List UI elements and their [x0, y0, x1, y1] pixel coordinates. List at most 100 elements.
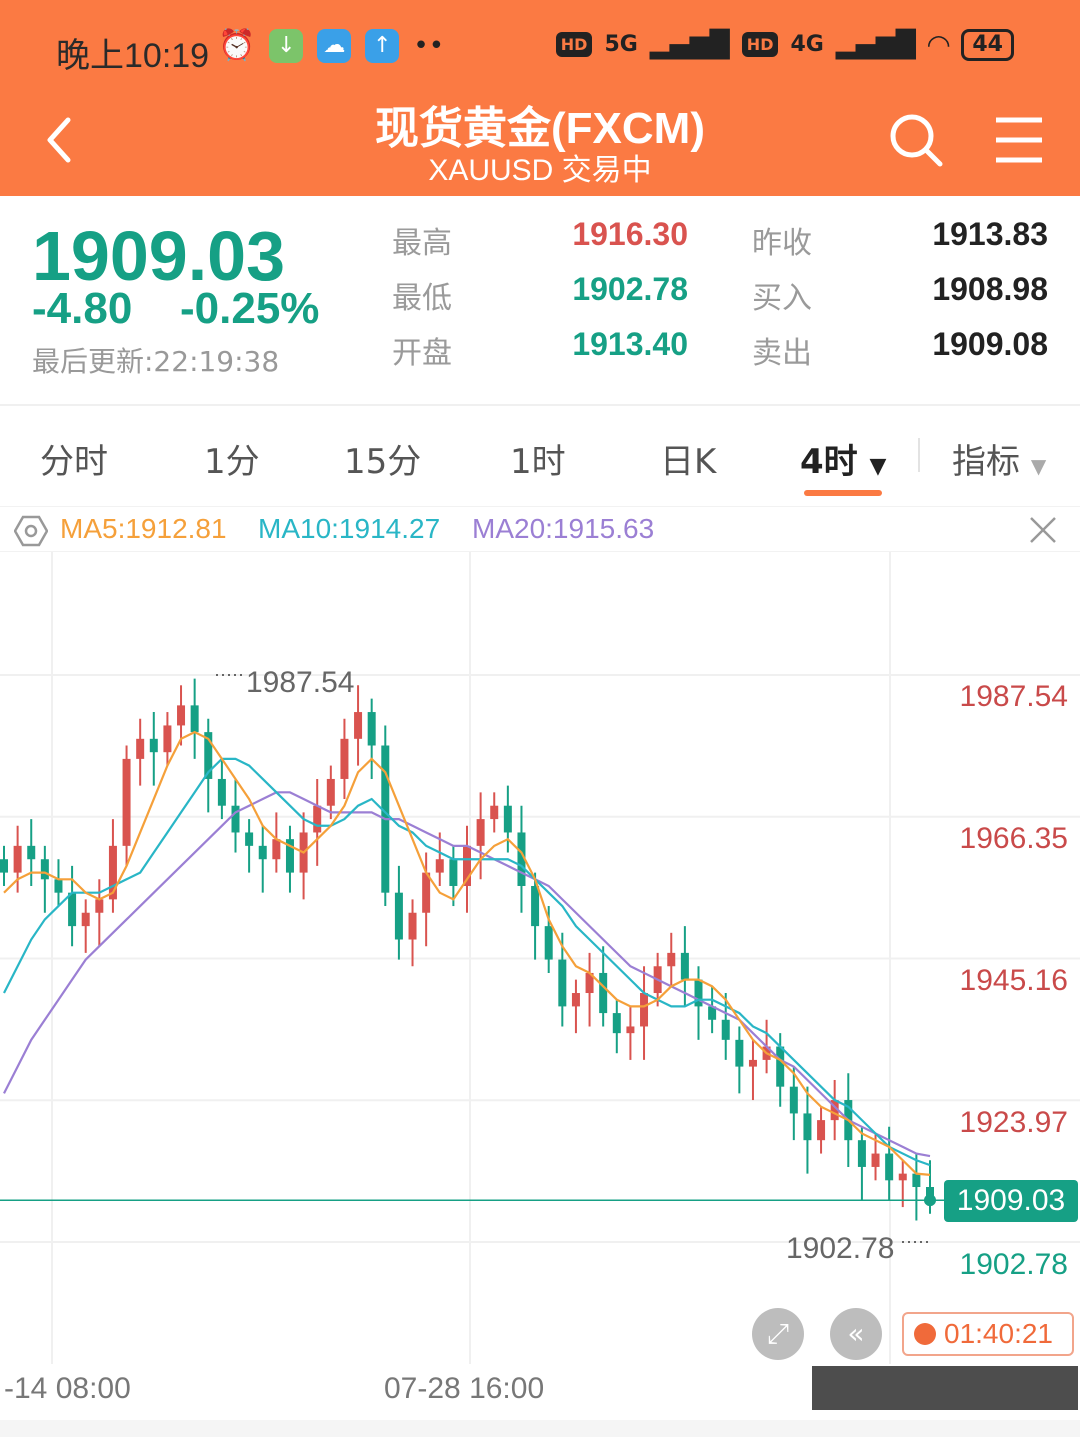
- candle-body: [340, 738, 349, 779]
- candle-body: [680, 952, 689, 980]
- candle-body: [68, 892, 77, 927]
- last-price-tag: 1909.03: [944, 1180, 1078, 1222]
- candle-body: [272, 839, 281, 860]
- quote-panel: 1909.03 -4.80 -0.25% 最后更新:22:19:38 最高 19…: [0, 196, 1080, 406]
- candle-body: [585, 972, 594, 994]
- candle-body: [204, 732, 213, 779]
- candle-body: [531, 885, 540, 927]
- status-time: 晚上10:19: [56, 37, 210, 75]
- double-chevron-left-icon: «: [847, 1317, 865, 1350]
- candle-body: [748, 1059, 757, 1067]
- clock-icon: [914, 1323, 936, 1345]
- candle-body: [258, 845, 267, 860]
- open-value: 1913.40: [572, 326, 688, 362]
- tab-timeshare[interactable]: 分时: [40, 442, 108, 482]
- candle-body: [108, 845, 117, 900]
- candle-body: [667, 952, 676, 967]
- price-change-percent: -0.25%: [180, 284, 320, 333]
- low-value: 1902.78: [572, 271, 688, 307]
- candle-body: [558, 959, 567, 1007]
- upload-icon: ↑: [365, 28, 400, 63]
- rewind-button[interactable]: «: [830, 1308, 882, 1360]
- fullscreen-button[interactable]: ⤢: [752, 1308, 804, 1360]
- candle-body: [190, 705, 199, 733]
- candle-body: [231, 805, 240, 833]
- candle-body: [422, 872, 431, 913]
- hd-icon: HD: [555, 32, 593, 57]
- candle-body: [0, 859, 8, 873]
- status-bar: 晚上10:19 ⏰ ↓ ☁ ↑ •• HD 5G ▂▄▆█ HD 4G ▂▄▆█…: [0, 0, 1080, 90]
- footer-strip: [0, 1420, 1080, 1437]
- candle-body: [776, 1046, 785, 1087]
- candle-body: [435, 859, 444, 873]
- y-tick-1: 1987.54: [959, 680, 1068, 713]
- cloud-icon: ☁: [317, 28, 352, 63]
- last-updated: 最后更新:22:19:38: [32, 345, 280, 378]
- download-icon: ↓: [269, 28, 304, 63]
- candle-body: [285, 839, 294, 873]
- candle-body: [245, 832, 254, 846]
- candle-body: [885, 1153, 894, 1181]
- close-icon[interactable]: [1028, 515, 1058, 545]
- y-tick-4: 1923.97: [959, 1106, 1068, 1139]
- candle-body: [326, 778, 335, 806]
- ma20-label: MA20:1915.63: [472, 513, 655, 544]
- ma5-line: [3, 730, 931, 1176]
- candle-body: [830, 1100, 839, 1121]
- x-tick-1: -14 08:00: [4, 1372, 131, 1405]
- candle-body: [354, 712, 363, 739]
- caret-down-icon: ▼: [1030, 454, 1047, 478]
- candle-body: [177, 705, 186, 726]
- tab-4hour[interactable]: 4时 ▼: [800, 434, 886, 483]
- candle-body: [81, 912, 90, 927]
- kline-chart[interactable]: [0, 552, 1080, 1364]
- status-icons: ⏰ ↓ ☁ ↑ ••: [218, 28, 444, 63]
- search-button[interactable]: [888, 112, 944, 168]
- settings-hexagon-icon[interactable]: [14, 515, 48, 547]
- low-label: 最低: [392, 281, 452, 316]
- tab-15min[interactable]: 15分: [344, 442, 422, 482]
- signal-icon-2: ▂▄▆█: [835, 29, 916, 60]
- candle-body: [490, 805, 499, 820]
- caret-down-icon: ▼: [869, 454, 887, 479]
- candle-body: [571, 993, 580, 1007]
- tab-daily[interactable]: 日K: [660, 442, 717, 482]
- top-bar: [0, 0, 1080, 196]
- back-button[interactable]: [40, 112, 80, 168]
- price-change: -4.80: [32, 284, 133, 333]
- y-tick-5: 1902.78: [959, 1248, 1068, 1281]
- alarm-icon: ⏰: [218, 28, 256, 63]
- candle-body: [217, 778, 226, 806]
- tab-1hour[interactable]: 1时: [510, 442, 566, 482]
- tab-1min[interactable]: 1分: [204, 442, 260, 482]
- low-marker-label: 1902.78: [786, 1232, 895, 1265]
- candle-body: [912, 1173, 921, 1188]
- kline-svg: [0, 552, 1080, 1364]
- ask-value: 1909.08: [932, 326, 1048, 362]
- candle-body: [803, 1113, 812, 1141]
- candle-body: [367, 712, 376, 746]
- candle-body: [408, 912, 417, 940]
- open-label: 开盘: [392, 336, 452, 371]
- ask-label: 卖出: [752, 336, 812, 371]
- bid-label: 买入: [752, 281, 812, 316]
- y-tick-3: 1945.16: [959, 964, 1068, 997]
- tab-4hour-label: 4时: [800, 442, 858, 482]
- bid-value: 1908.98: [932, 271, 1048, 307]
- candle-body: [612, 1013, 621, 1034]
- menu-button[interactable]: [994, 116, 1044, 164]
- ma-legend: MA5:1912.81 MA10:1914.27 MA20:1915.63: [0, 506, 1080, 552]
- candle-body: [599, 972, 608, 1014]
- candle-body: [394, 892, 403, 940]
- candle-body: [476, 819, 485, 846]
- last-price-dot: [924, 1194, 936, 1207]
- candle-body: [136, 738, 145, 759]
- candle-body: [449, 859, 458, 886]
- candle-body: [926, 1187, 934, 1201]
- candle-body: [27, 845, 36, 860]
- high-marker-label: 1987.54: [246, 666, 355, 699]
- candle-body: [871, 1153, 880, 1167]
- candle-body: [95, 899, 104, 913]
- battery-icon: 44: [961, 28, 1014, 61]
- tab-indicators[interactable]: 指标 ▼: [952, 434, 1046, 483]
